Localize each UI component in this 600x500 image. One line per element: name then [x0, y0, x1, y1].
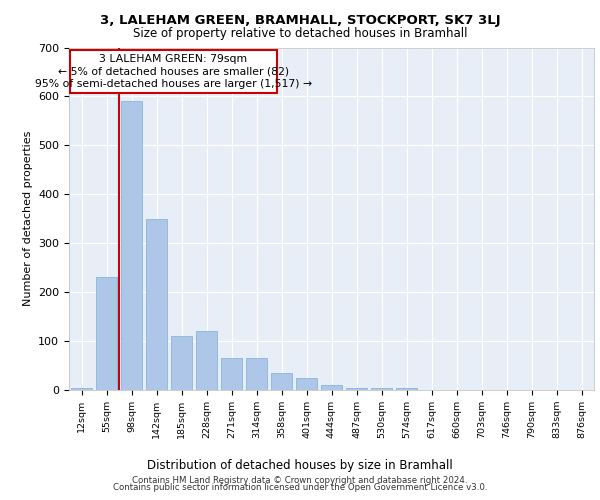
Y-axis label: Number of detached properties: Number of detached properties	[23, 131, 32, 306]
Text: Size of property relative to detached houses in Bramhall: Size of property relative to detached ho…	[133, 28, 467, 40]
Bar	[296, 378, 317, 390]
Bar	[221, 358, 242, 390]
Text: 3, LALEHAM GREEN, BRAMHALL, STOCKPORT, SK7 3LJ: 3, LALEHAM GREEN, BRAMHALL, STOCKPORT, S…	[100, 14, 500, 27]
Text: Contains HM Land Registry data © Crown copyright and database right 2024.: Contains HM Land Registry data © Crown c…	[132, 476, 468, 485]
Bar	[371, 388, 392, 390]
Bar	[121, 102, 142, 390]
Bar	[246, 358, 267, 390]
Text: Contains public sector information licensed under the Open Government Licence v3: Contains public sector information licen…	[113, 484, 487, 492]
Text: Distribution of detached houses by size in Bramhall: Distribution of detached houses by size …	[147, 460, 453, 472]
Bar	[321, 385, 342, 390]
Bar	[271, 373, 292, 390]
Bar	[70, 50, 277, 92]
Bar	[171, 336, 192, 390]
Bar	[396, 388, 417, 390]
Bar	[346, 388, 367, 390]
Text: 95% of semi-detached houses are larger (1,517) →: 95% of semi-detached houses are larger (…	[35, 79, 312, 89]
Bar	[196, 332, 217, 390]
Text: 3 LALEHAM GREEN: 79sqm: 3 LALEHAM GREEN: 79sqm	[100, 54, 247, 64]
Text: ← 5% of detached houses are smaller (82): ← 5% of detached houses are smaller (82)	[58, 66, 289, 76]
Bar	[96, 278, 117, 390]
Bar	[71, 388, 92, 390]
Bar	[146, 219, 167, 390]
